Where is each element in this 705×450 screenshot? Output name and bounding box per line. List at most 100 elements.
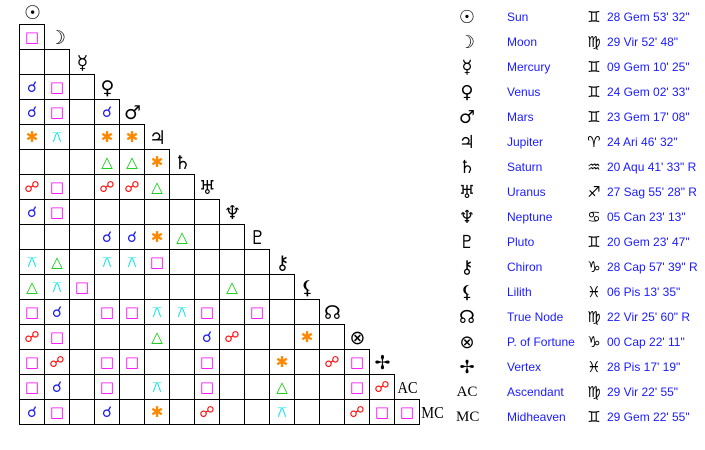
zodiac-sign-icon: ♋ [587, 208, 601, 226]
planet-name: Mars [507, 110, 534, 124]
square-aspect-icon: □ [394, 399, 420, 425]
mercury-icon: ☿ [461, 57, 473, 78]
planet-position: 00 Cap 22' 11" [607, 335, 685, 349]
uranus-glyph-icon: ♅ [198, 176, 217, 199]
planet-row-lilith: ⚸ Lilith ♓ 06 Pis 13' 35" [0, 280, 705, 305]
planet-position: 28 Pis 17' 19" [607, 360, 681, 374]
planet-row-moon: ☽ Moon ♍ 29 Vir 52' 48" [0, 30, 705, 55]
planet-row-p-of-fortune: ⊗ P. of Fortune ♑ 00 Cap 22' 11" [0, 330, 705, 355]
zodiac-sign-icon: ♈ [587, 133, 601, 151]
planet-position: 24 Gem 02' 33" [607, 85, 690, 99]
planet-position: 28 Gem 53' 32" [607, 10, 690, 24]
planet-row-chiron: ⚷ Chiron ♑ 28 Cap 57' 39" R [0, 255, 705, 280]
planet-name: Chiron [507, 260, 543, 274]
chiron-glyph-icon: ⚷ [275, 251, 290, 274]
planet-row-mercury: ☿ Mercury ♊ 09 Gem 10' 25" [0, 55, 705, 80]
zodiac-sign-icon: ♊ [587, 108, 601, 126]
planet-name: P. of Fortune [507, 335, 575, 349]
zodiac-sign-icon: ♓ [587, 358, 601, 376]
zodiac-sign-icon: ♊ [587, 408, 601, 426]
planet-row-true-node: ☊ True Node ♍ 22 Vir 25' 60" R [0, 305, 705, 330]
planet-name: Jupiter [507, 135, 544, 149]
planet-row-vertex: ✢ Vertex ♓ 28 Pis 17' 19" [0, 355, 705, 380]
planet-position: 24 Ari 46' 32" [607, 135, 678, 149]
planet-name: Pluto [507, 235, 535, 249]
sun-icon: ☉ [458, 7, 476, 28]
neptune-glyph-icon: ♆ [223, 201, 242, 224]
zodiac-sign-icon: ♒ [587, 158, 601, 176]
planet-position: 29 Gem 22' 55" [607, 410, 690, 424]
zodiac-sign-icon: ♊ [587, 58, 601, 76]
planet-position: 29 Vir 52' 48" [607, 35, 679, 49]
saturn-icon: ♄ [458, 157, 476, 178]
mercury-glyph-icon: ☿ [76, 51, 89, 74]
planet-row-venus: ♀ Venus ♊ 24 Gem 02' 33" [0, 80, 705, 105]
planet-row-saturn: ♄ Saturn ♒ 20 Aqu 41' 33" R [0, 155, 705, 180]
planet-name: Neptune [507, 210, 553, 224]
planet-row-uranus: ♅ Uranus ♐ 27 Sag 55' 28" R [0, 180, 705, 205]
planet-position: 05 Can 23' 13" [607, 210, 686, 224]
neptune-icon: ♆ [458, 207, 476, 228]
midheaven-glyph-icon: MC [421, 402, 444, 422]
planet-position: 20 Aqu 41' 33" R [607, 160, 697, 174]
planet-name: Midheaven [507, 410, 566, 424]
lilith-glyph-icon: ⚸ [300, 276, 315, 299]
sun-glyph-icon: ☉ [23, 1, 42, 24]
pluto-glyph-icon: ♇ [248, 226, 267, 249]
zodiac-sign-icon: ♍ [587, 33, 601, 51]
moon-glyph-icon: ☽ [48, 26, 67, 49]
zodiac-sign-icon: ♓ [587, 283, 601, 301]
planet-name: Mercury [507, 60, 551, 74]
planet-name: Sun [507, 10, 529, 24]
planet-position: 20 Gem 23' 47" [607, 235, 690, 249]
ascendant-icon: AC [456, 384, 478, 400]
uranus-icon: ♅ [458, 182, 476, 203]
planet-name: Ascendant [507, 385, 564, 399]
jupiter-icon: ♃ [458, 132, 476, 153]
planet-row-ascendant: AC Ascendant ♍ 29 Vir 22' 55" [0, 380, 705, 405]
moon-icon: ☽ [458, 32, 476, 53]
planet-name: Saturn [507, 160, 543, 174]
mars-icon: ♂ [458, 107, 476, 128]
ascendant-glyph-icon: AC [397, 377, 418, 397]
p-of-fortune-icon: ⊗ [459, 332, 475, 353]
midheaven-icon: MC [456, 409, 480, 425]
zodiac-sign-icon: ♑ [587, 333, 601, 351]
planet-name: True Node [507, 310, 564, 324]
venus-icon: ♀ [460, 82, 474, 103]
jupiter-glyph-icon: ♃ [148, 126, 167, 149]
planet-name: Vertex [507, 360, 542, 374]
planet-name: Uranus [507, 185, 546, 199]
planet-position: 06 Pis 13' 35" [607, 285, 681, 299]
planet-row-mars: ♂ Mars ♊ 23 Gem 17' 08" [0, 105, 705, 130]
mars-glyph-icon: ♂ [123, 101, 142, 124]
zodiac-sign-icon: ♊ [587, 8, 601, 26]
vertex-icon: ✢ [459, 357, 475, 378]
true-node-glyph-icon: ☊ [324, 301, 341, 324]
planet-row-pluto: ♇ Pluto ♊ 20 Gem 23' 47" [0, 230, 705, 255]
p-of-fortune-glyph-icon: ⊗ [349, 326, 366, 349]
zodiac-sign-icon: ♊ [587, 83, 601, 101]
aspect-grid: ☉ ☽ ☿ ♀ ♂ ♃ ♄ ♅ ♆ ♇ ⚷ ⚸ ☊ ⊗ ✢ AC MC □ ☌ □ ☌ □ ☌ ✱ ⚻ ✱ ✱ △ △ ✱ ☍ □ ☍ ☍ △ ☌ □ ☌… [19, 1, 444, 425]
vertex-glyph-icon: ✢ [374, 351, 391, 374]
lilith-icon: ⚸ [460, 282, 474, 303]
planet-position: 27 Sag 55' 28" R [607, 185, 697, 199]
planet-row-jupiter: ♃ Jupiter ♈ 24 Ari 46' 32" [0, 130, 705, 155]
planet-position: 28 Cap 57' 39" R [607, 260, 698, 274]
zodiac-sign-icon: ♑ [587, 258, 601, 276]
planet-row-neptune: ♆ Neptune ♋ 05 Can 23' 13" [0, 205, 705, 230]
planet-position: 23 Gem 17' 08" [607, 110, 690, 124]
zodiac-sign-icon: ♍ [587, 383, 601, 401]
pluto-icon: ♇ [458, 232, 476, 253]
venus-glyph-icon: ♀ [100, 76, 115, 99]
chiron-icon: ⚷ [460, 257, 474, 278]
planet-name: Venus [507, 85, 541, 99]
saturn-glyph-icon: ♄ [173, 151, 192, 174]
planet-name: Moon [507, 35, 538, 49]
planet-name: Lilith [507, 285, 532, 299]
planet-row-sun: ☉ Sun ♊ 28 Gem 53' 32" [0, 5, 705, 30]
zodiac-sign-icon: ♐ [587, 183, 601, 201]
true-node-icon: ☊ [459, 307, 475, 328]
planet-position: 22 Vir 25' 60" R [607, 310, 691, 324]
planet-position: 29 Vir 22' 55" [607, 385, 679, 399]
